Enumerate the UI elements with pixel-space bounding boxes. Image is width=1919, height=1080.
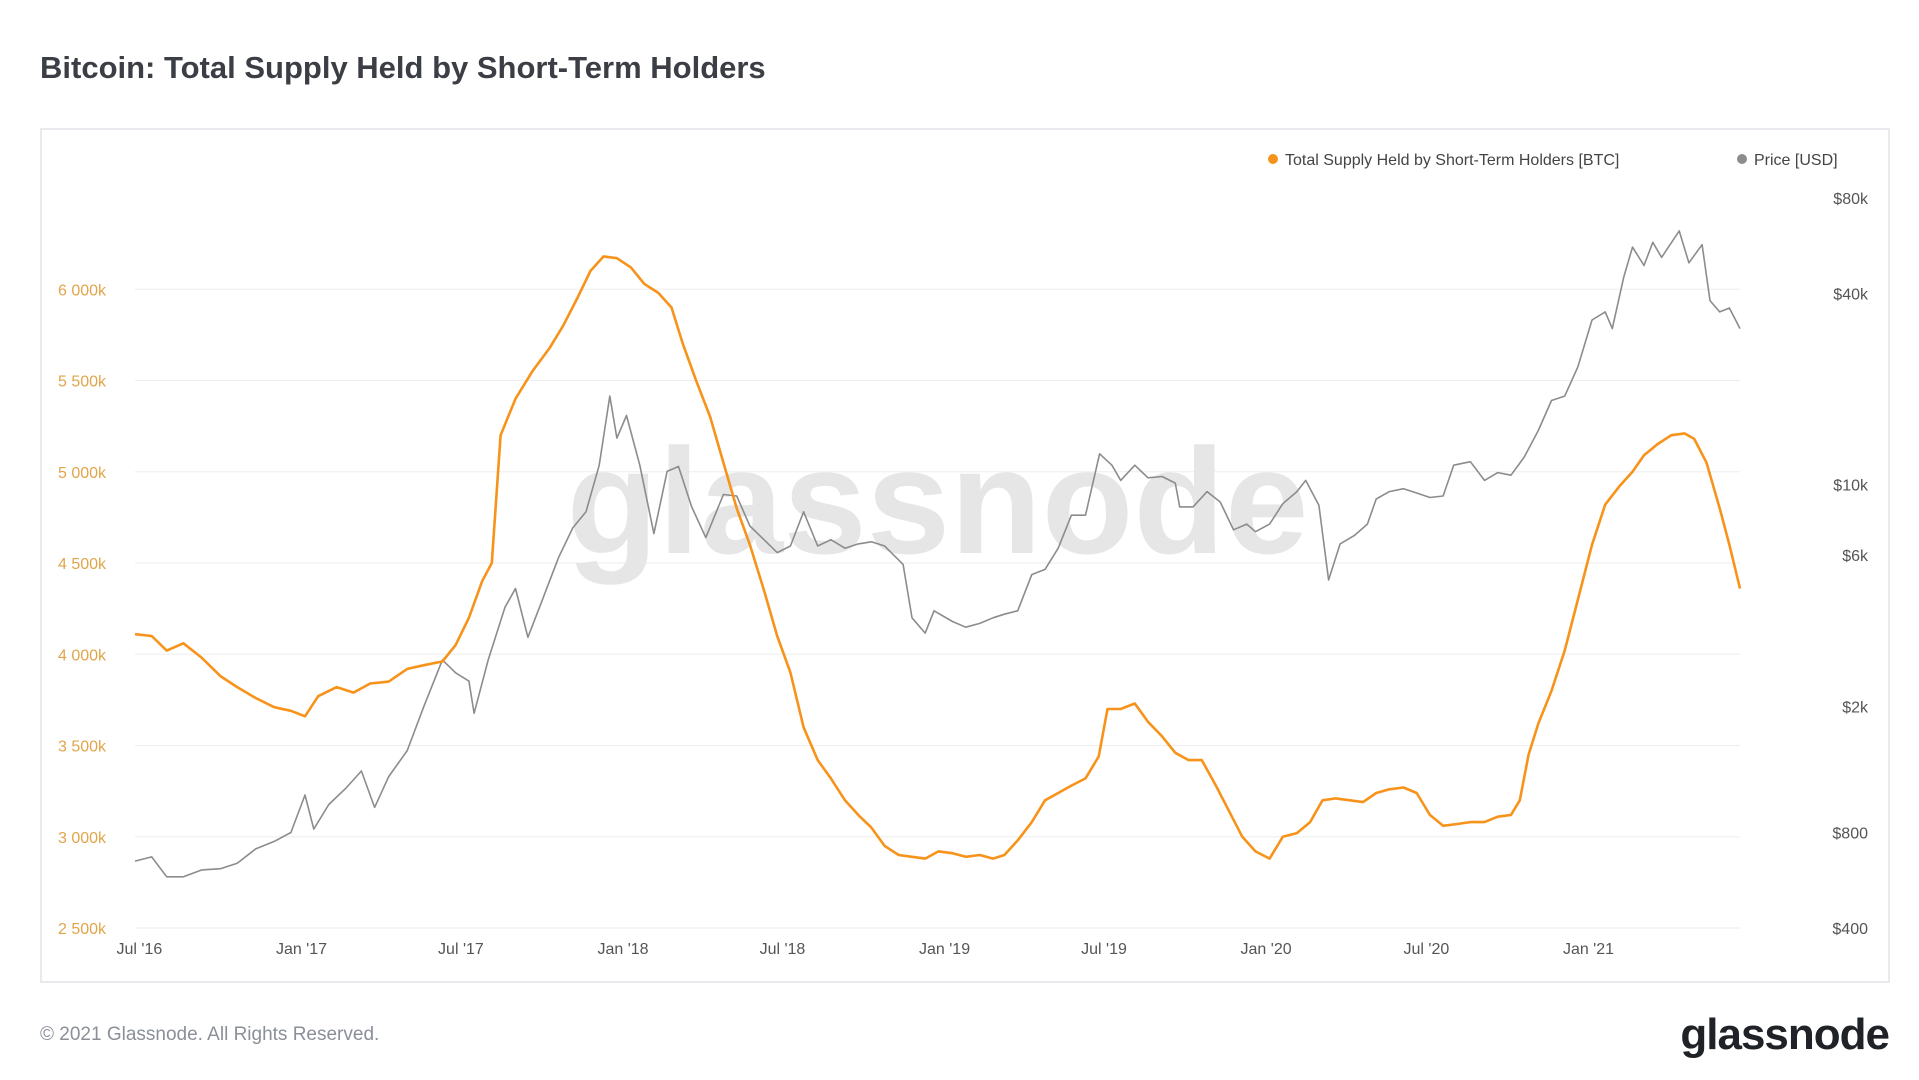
y-left-tick-label: 3 500k: [58, 739, 107, 756]
y-right-tick-label: $40k: [1833, 287, 1869, 304]
x-tick-label: Jul '16: [117, 941, 163, 958]
legend-marker-price: [1737, 154, 1747, 164]
x-tick-label: Jan '18: [597, 941, 648, 958]
x-tick-label: Jan '21: [1563, 941, 1614, 958]
x-tick-label: Jul '19: [1081, 941, 1127, 958]
y-right-tick-label: $6k: [1842, 548, 1869, 565]
y-left-tick-label: 6 000k: [58, 282, 107, 299]
chart: glassnode 2 500k 3 000k 3 500k 4 000k 4 500k 5…: [58, 152, 1869, 958]
y-left-tick-label: 2 500k: [58, 921, 107, 938]
y-right-tick-label: $80k: [1833, 191, 1869, 208]
footer-copyright: © 2021 Glassnode. All Rights Reserved.: [40, 1024, 380, 1045]
y-right-tick-label: $800: [1832, 825, 1868, 842]
y-right-tick-label: $2k: [1842, 699, 1869, 716]
y-left-tick-label: 4 500k: [58, 556, 107, 573]
y-left-tick-label: 5 000k: [58, 465, 107, 482]
x-tick-label: Jul '20: [1404, 941, 1450, 958]
legend-marker-supply: [1268, 154, 1278, 164]
watermark: glassnode: [567, 417, 1309, 585]
series-line-supply: [134, 255, 1742, 860]
x-tick-label: Jan '20: [1241, 941, 1292, 958]
chart-title: Bitcoin: Total Supply Held by Short-Term…: [40, 50, 766, 85]
x-tick-label: Jan '17: [276, 941, 327, 958]
x-tick-label: Jul '18: [760, 941, 806, 958]
y-right-tick-label: $400: [1832, 921, 1868, 938]
legend-label-supply: Total Supply Held by Short-Term Holders …: [1285, 152, 1619, 169]
y-right-tick-label: $10k: [1833, 478, 1869, 495]
y-left-tick-label: 3 000k: [58, 830, 107, 847]
chart-frame: [40, 128, 1890, 983]
y-left-tick-label: 5 500k: [58, 374, 107, 391]
legend-label-price: Price [USD]: [1754, 152, 1838, 169]
glassnode-logo: glassnode: [1680, 1010, 1890, 1059]
x-tick-label: Jul '17: [438, 941, 484, 958]
x-tick-label: Jan '19: [919, 941, 970, 958]
series-line-price: [134, 230, 1741, 878]
y-left-tick-label: 4 000k: [58, 647, 107, 664]
